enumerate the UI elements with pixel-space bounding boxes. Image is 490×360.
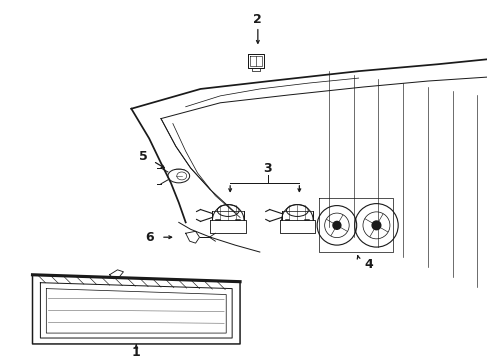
Text: 4: 4 — [364, 258, 373, 271]
Circle shape — [333, 221, 341, 229]
Circle shape — [372, 221, 381, 230]
Text: 5: 5 — [139, 150, 147, 163]
Text: 2: 2 — [253, 13, 262, 26]
Text: 6: 6 — [145, 231, 153, 244]
Text: 3: 3 — [264, 162, 272, 175]
Text: 1: 1 — [132, 346, 141, 359]
